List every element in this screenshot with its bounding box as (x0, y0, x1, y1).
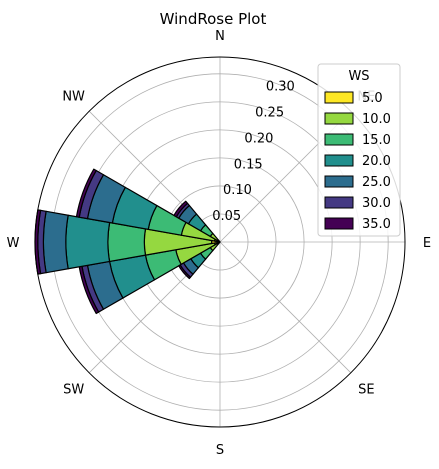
radial-tick-label: 0.15 (234, 157, 263, 172)
radial-tick-label: 0.25 (255, 106, 284, 121)
direction-labels: NNEESESSWWNW (7, 29, 432, 458)
legend-title: WS (348, 69, 369, 84)
legend-swatch (324, 175, 354, 188)
radial-tick-label: 0.20 (244, 131, 273, 146)
direction-label: SW (63, 382, 84, 397)
polar-outer-circle (34, 56, 406, 428)
legend-label: 10.0 (362, 112, 391, 127)
direction-label: NW (62, 90, 85, 105)
radial-tick-label: 0.30 (266, 80, 295, 95)
windrose-bar-segment (178, 264, 192, 280)
legend-box (317, 63, 401, 237)
legend-swatch (324, 196, 354, 209)
chart-title: WindRose Plot (160, 10, 267, 28)
legend-swatch (324, 112, 354, 125)
radial-tick-label: 0.10 (223, 183, 252, 198)
radial-tick-label: 0.05 (212, 209, 241, 224)
legend-label: 5.0 (362, 91, 383, 106)
direction-label: E (423, 236, 431, 251)
windrose-bar-segment (42, 210, 69, 274)
legend-items: 5.0 10.0 15.0 20.0 25.0 30.0 35.0 (324, 91, 391, 232)
direction-label: W (7, 236, 20, 251)
legend-label: 15.0 (362, 133, 391, 148)
windrose-bar-segment (173, 200, 189, 218)
polar-frame (34, 56, 406, 428)
windrose-bar-segment (65, 214, 111, 270)
angular-gridline (219, 241, 352, 374)
legend: WS 5.0 10.0 15.0 20.0 25.0 30.0 35.0 (317, 63, 401, 237)
legend-label: 20.0 (362, 154, 391, 169)
legend-swatch (324, 91, 354, 104)
legend-label: 25.0 (362, 175, 391, 190)
legend-label: 30.0 (362, 196, 391, 211)
windrose-bar-segment (75, 168, 97, 218)
direction-label: SE (358, 382, 374, 397)
legend-swatch (324, 217, 354, 230)
legend-swatch (324, 133, 354, 146)
direction-label: N (215, 29, 225, 44)
radial-tick-labels: 0.05 0.10 0.15 0.20 0.25 0.30 (212, 80, 295, 224)
direction-label: S (216, 443, 224, 458)
windrose-bars (34, 168, 221, 315)
legend-label: 35.0 (362, 217, 391, 232)
legend-swatch (324, 154, 354, 167)
